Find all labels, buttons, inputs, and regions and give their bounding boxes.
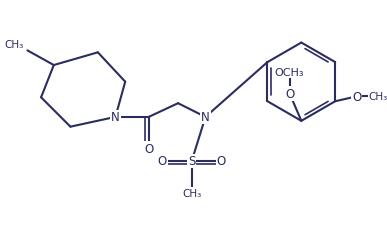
Text: O: O: [285, 88, 294, 101]
Text: S: S: [188, 155, 195, 168]
Text: O: O: [216, 155, 226, 168]
Text: O: O: [144, 142, 153, 155]
Text: CH₃: CH₃: [182, 188, 201, 198]
Text: N: N: [111, 111, 120, 124]
Text: O: O: [352, 90, 361, 103]
Text: O: O: [158, 155, 167, 168]
Text: CH₃: CH₃: [4, 39, 23, 49]
Text: OCH₃: OCH₃: [275, 68, 304, 78]
Text: N: N: [201, 111, 210, 124]
Text: CH₃: CH₃: [369, 92, 387, 102]
